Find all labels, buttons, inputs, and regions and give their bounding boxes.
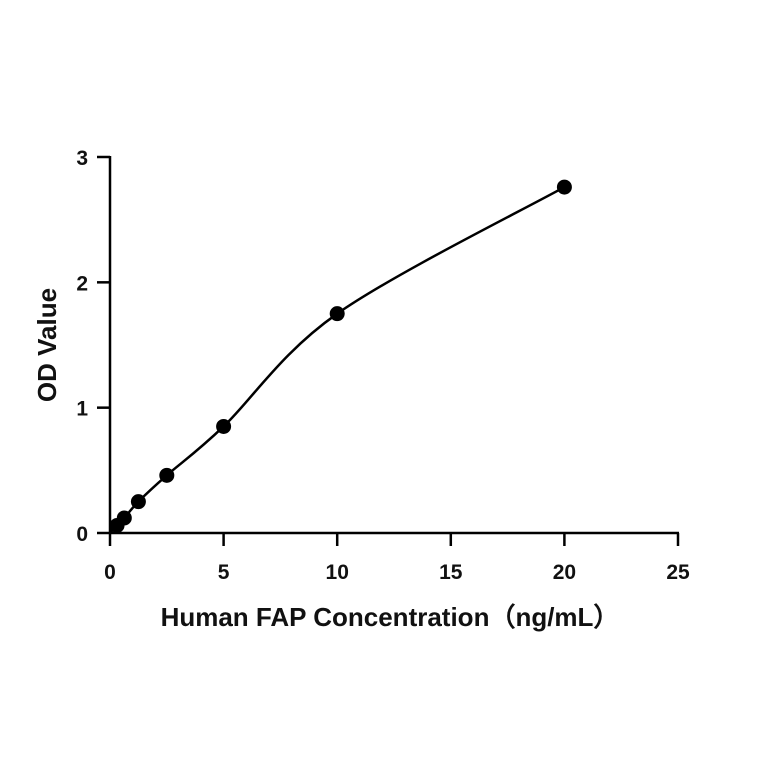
data-point bbox=[116, 510, 132, 526]
y-tick-label: 1 bbox=[76, 398, 88, 421]
data-point bbox=[159, 467, 175, 483]
axes bbox=[108, 156, 679, 535]
data-point bbox=[329, 306, 345, 322]
x-tick-label: 25 bbox=[666, 561, 690, 584]
y-tick-label: 3 bbox=[76, 147, 88, 170]
y-tick-label: 0 bbox=[76, 523, 88, 546]
y-axis-label: OD Value bbox=[32, 288, 62, 402]
x-tick-label: 20 bbox=[553, 561, 576, 584]
data-point bbox=[130, 494, 146, 510]
data-point bbox=[216, 418, 232, 434]
x-tick-label: 0 bbox=[104, 561, 116, 584]
data-point bbox=[556, 179, 572, 195]
x-tick-label: 5 bbox=[218, 561, 230, 584]
y-tick-label: 2 bbox=[76, 272, 88, 295]
x-axis-label: Human FAP Concentration（ng/mL） bbox=[161, 602, 620, 632]
x-tick-label: 10 bbox=[326, 561, 349, 584]
fit-curve bbox=[109, 185, 566, 534]
x-tick-label: 15 bbox=[439, 561, 463, 584]
